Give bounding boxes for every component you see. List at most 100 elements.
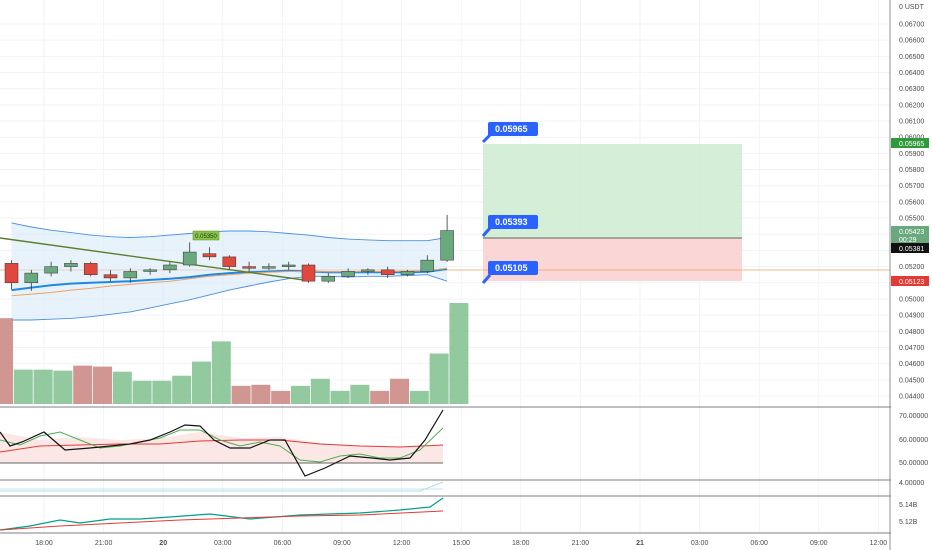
volume-bar xyxy=(152,380,172,404)
indicator-axis-label: 70.00000 xyxy=(899,413,928,420)
time-axis-label: 15:00 xyxy=(452,540,470,547)
svg-text:0.05105: 0.05105 xyxy=(495,263,528,273)
volume-bar xyxy=(409,390,429,404)
time-axis-label: 06:00 xyxy=(750,540,768,547)
time-axis-label: 09:00 xyxy=(810,540,828,547)
svg-text:0.05965: 0.05965 xyxy=(899,141,924,148)
price-axis-label: 0.06700 xyxy=(899,22,924,29)
price-axis-label: 0.04600 xyxy=(899,361,924,368)
price-axis-label: 0.05200 xyxy=(899,264,924,271)
volume-bar xyxy=(330,390,350,404)
time-axis-label: 18:00 xyxy=(512,540,530,547)
time-axis-label: 21 xyxy=(636,540,644,547)
trend-line[interactable] xyxy=(0,237,305,281)
price-axis-label: 0.06200 xyxy=(899,102,924,109)
time-axis-label: 03:00 xyxy=(214,540,232,547)
time-axis-label: 09:00 xyxy=(333,540,351,547)
candle xyxy=(103,269,118,282)
price-axis-label: 0.04400 xyxy=(899,394,924,401)
candle xyxy=(222,255,237,270)
indicator3-line-b xyxy=(0,510,444,531)
candle xyxy=(321,273,336,283)
target-price-bubble[interactable]: 0.05965 xyxy=(481,122,538,144)
volume-bar xyxy=(429,353,449,404)
candle-price-marker: 0.05350 xyxy=(192,230,220,241)
candle xyxy=(202,247,217,261)
indicator-axis-label: 50.00000 xyxy=(899,460,928,467)
candle xyxy=(123,268,138,283)
candle xyxy=(420,255,435,274)
candle xyxy=(24,269,39,291)
candle xyxy=(83,261,98,277)
volume-bar xyxy=(211,341,231,404)
current-price-tag: 0.05423 00:29 xyxy=(891,226,929,244)
price-axis-label: 0.04800 xyxy=(899,329,924,336)
volume-bar xyxy=(291,385,310,404)
take-profit-price-tag: 0.05965 xyxy=(891,138,929,148)
price-axis-label: 0.06400 xyxy=(899,70,924,77)
stop-price-tag: 0.05123 xyxy=(891,276,929,286)
svg-text:0.05381: 0.05381 xyxy=(899,246,924,253)
candle xyxy=(361,268,375,275)
indicator2-line-b xyxy=(0,481,444,492)
volume-bar xyxy=(0,318,13,404)
price-axis-label: 0.05600 xyxy=(899,199,924,206)
time-axis-label: 12:00 xyxy=(393,540,411,547)
volume-bar xyxy=(192,361,211,404)
price-axis-background[interactable] xyxy=(891,0,932,550)
volume-bar xyxy=(112,371,132,404)
candle xyxy=(301,263,316,283)
candle xyxy=(64,260,78,272)
candle xyxy=(281,261,296,270)
indicator-axis-label: 5.12B xyxy=(899,519,918,526)
price-axis-label: 0.04900 xyxy=(899,313,924,320)
time-axis-label: 20 xyxy=(159,540,167,547)
bollinger-band-fill xyxy=(11,222,448,320)
currency-label: 0 USDT xyxy=(899,4,925,11)
price-axis-label: 0.06100 xyxy=(899,119,924,126)
volume-bar xyxy=(73,365,93,404)
time-axis-label: 06:00 xyxy=(274,540,292,547)
time-axis-label: 18:00 xyxy=(35,540,53,547)
candle xyxy=(143,268,157,275)
price-axis-label: 0.04500 xyxy=(899,377,924,384)
price-axis-label: 0.05500 xyxy=(899,216,924,223)
entry-price-bubble[interactable]: 0.05393 xyxy=(481,215,538,237)
time-axis-label: 21:00 xyxy=(572,540,590,547)
price-axis-label: 0.04700 xyxy=(899,345,924,352)
candle xyxy=(44,261,58,277)
rsi-line xyxy=(0,409,444,477)
candle-marker-text: 0.05350 xyxy=(195,234,217,240)
volume-bar xyxy=(53,370,73,404)
price-axis-label: 0.06300 xyxy=(899,86,924,93)
volume-bar xyxy=(132,380,152,404)
candle xyxy=(341,268,355,278)
rsi-fill xyxy=(0,432,443,463)
price-axis-label: 0.06500 xyxy=(899,54,924,61)
rsi-smooth-line xyxy=(0,427,444,463)
volume-bar xyxy=(271,390,291,404)
candle xyxy=(262,263,276,270)
volume-bar xyxy=(449,303,469,404)
volume-bar xyxy=(172,375,192,404)
volume-bar xyxy=(350,384,370,404)
candle xyxy=(400,269,415,277)
candle-countdown: 00:29 xyxy=(899,237,917,244)
time-axis-label: 03:00 xyxy=(691,540,709,547)
stop-price-bubble[interactable]: 0.05105 xyxy=(481,261,538,284)
indicator-axis-label: 4.00000 xyxy=(899,480,924,487)
indicator-axis-label: 5.14B xyxy=(899,502,918,509)
volume-bar xyxy=(231,385,251,404)
volume-bar xyxy=(390,378,409,404)
svg-text:0.05393: 0.05393 xyxy=(495,217,528,227)
volume-bar xyxy=(13,369,33,404)
svg-text:0.05423: 0.05423 xyxy=(899,229,924,236)
candle xyxy=(163,261,177,274)
volume-bars xyxy=(0,303,469,404)
price-axis-label: 0.05900 xyxy=(899,151,924,158)
ema-line xyxy=(11,268,448,292)
price-axis-label: 0.06600 xyxy=(899,38,924,45)
candle xyxy=(242,261,256,272)
entry-price-tag: 0.05381 xyxy=(891,243,929,253)
